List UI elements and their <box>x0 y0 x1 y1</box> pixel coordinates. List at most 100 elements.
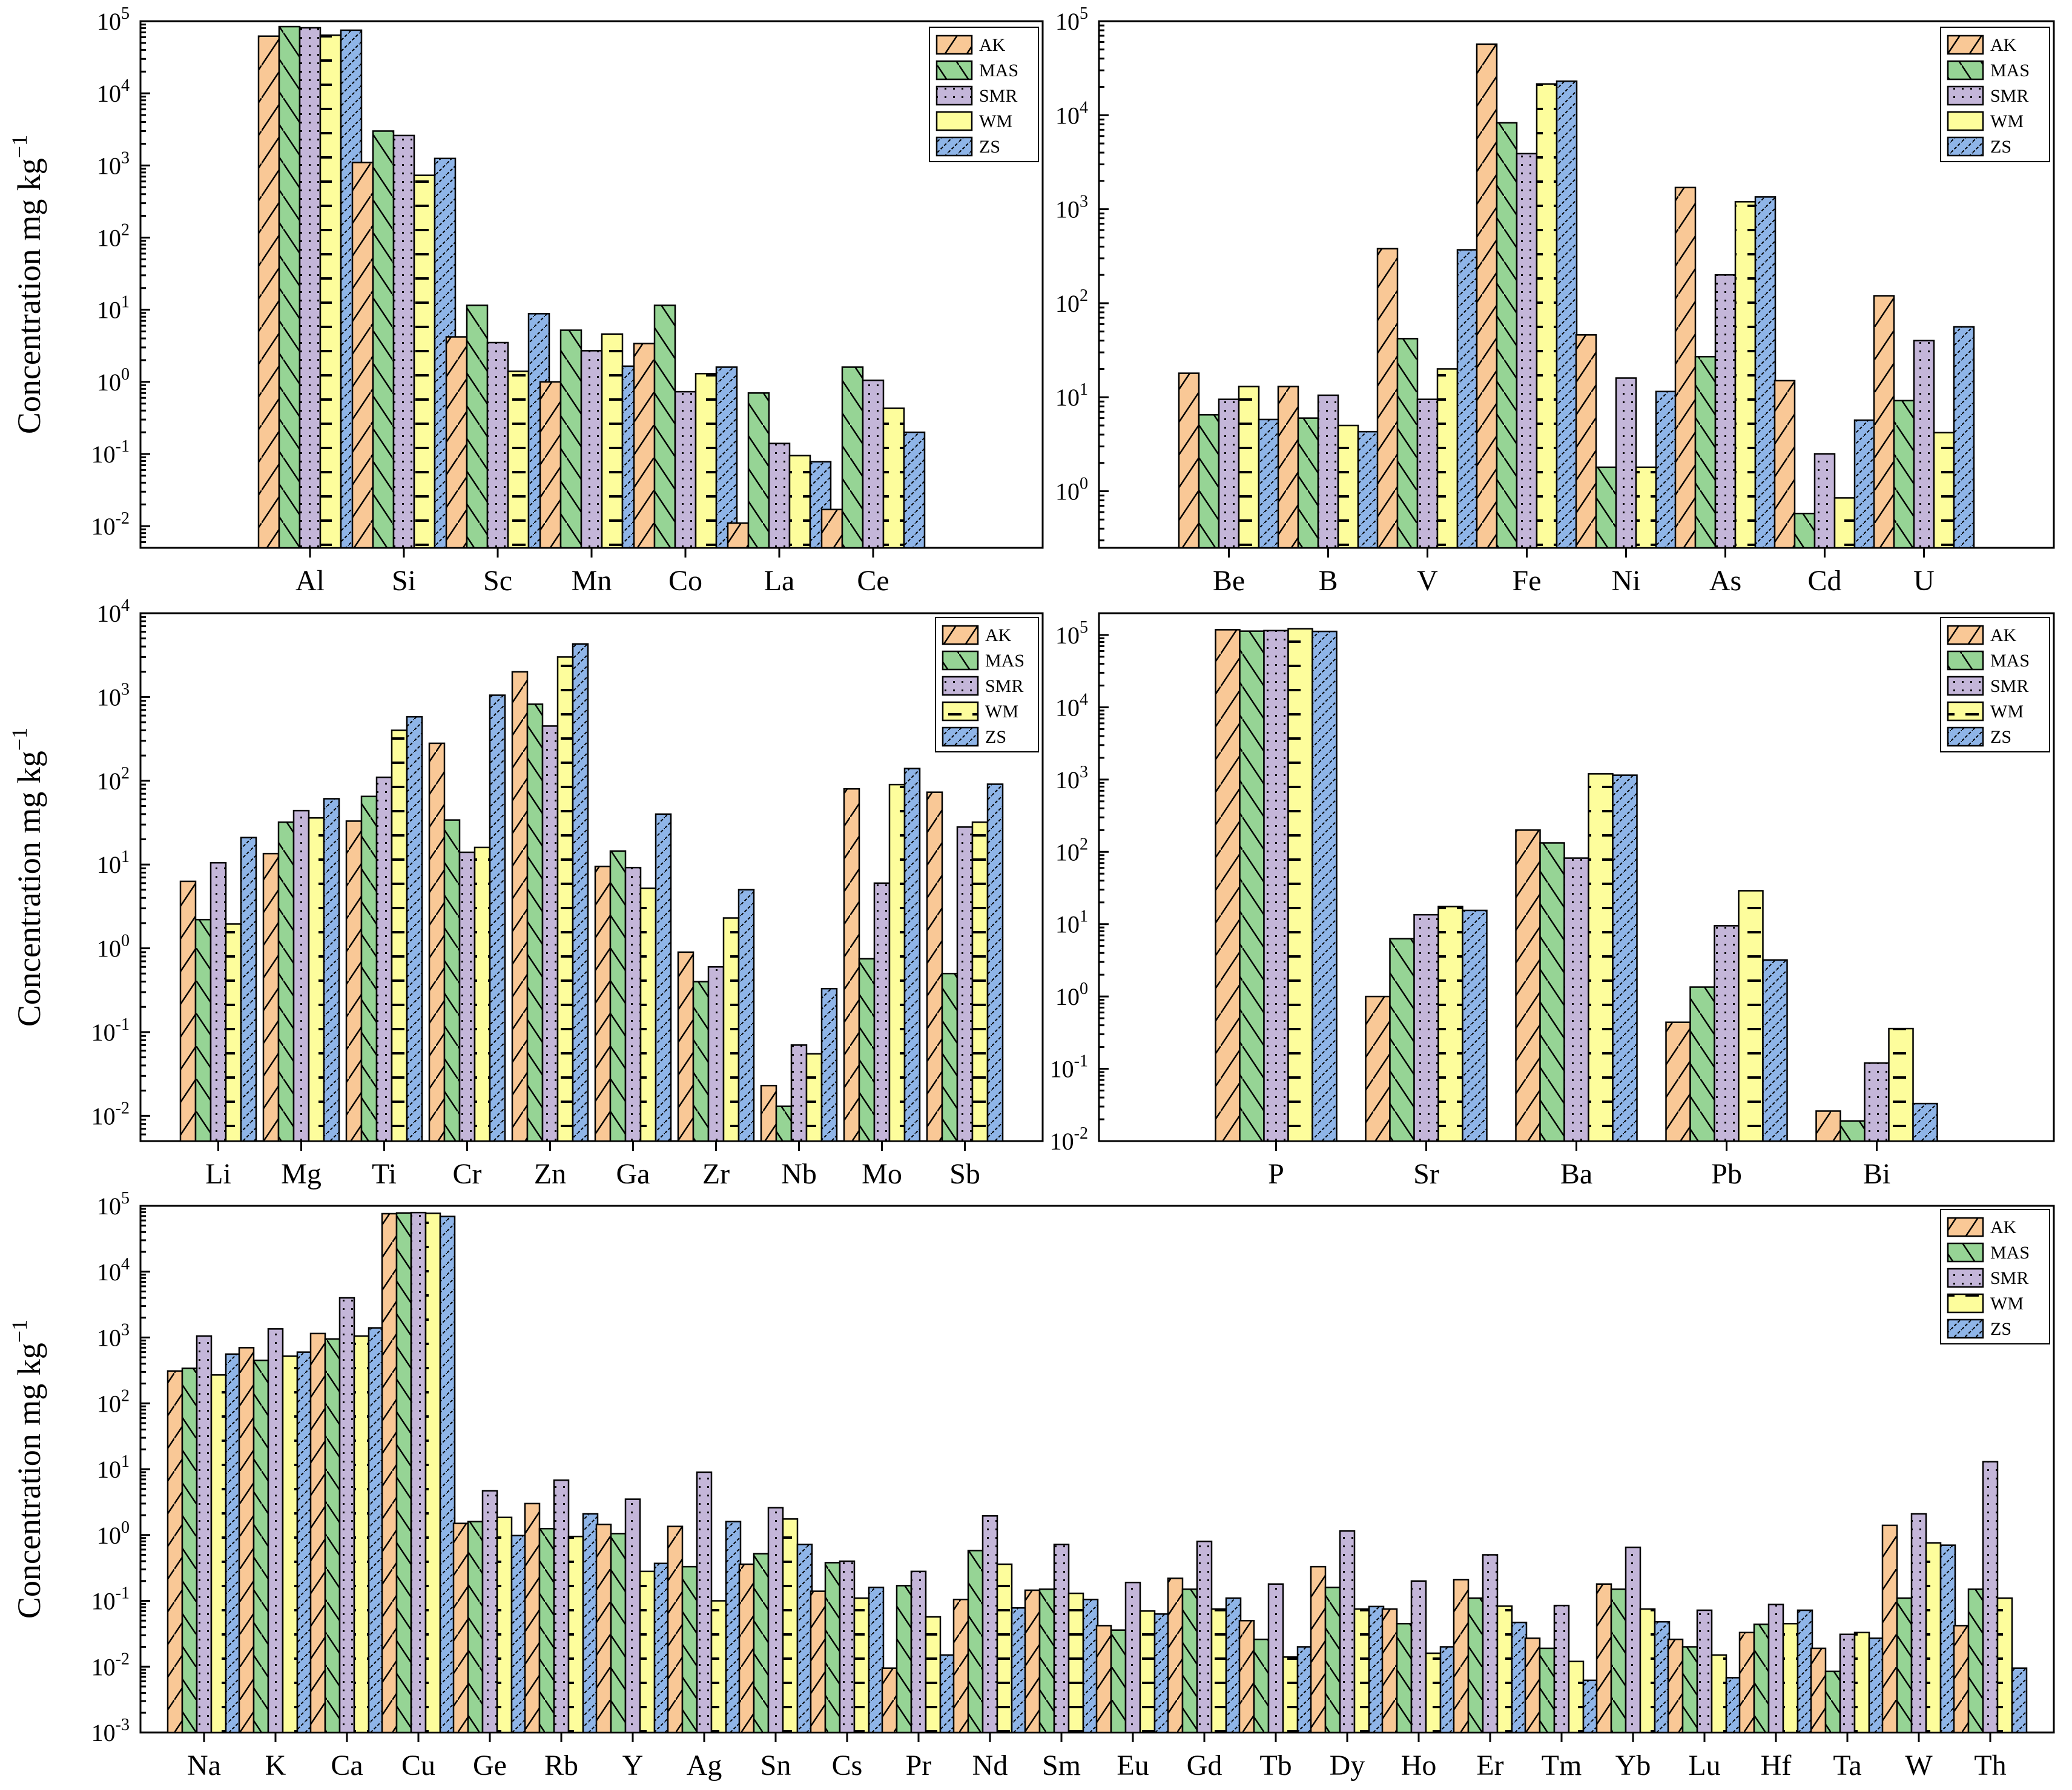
bar-th-wm <box>1996 1597 2013 1734</box>
y-tick-label: 10-1 <box>1050 1052 1088 1083</box>
bar-yb-mas <box>1610 1588 1627 1734</box>
x-tick-label: Pr <box>906 1749 932 1782</box>
bar-ca-zs <box>368 1327 384 1734</box>
legend-swatch-wm <box>1947 1293 1984 1314</box>
legend-swatch-smr <box>942 676 979 696</box>
y-tick-label: 101 <box>97 293 130 324</box>
bar-nb-ak <box>760 1085 777 1142</box>
y-tick-label: 102 <box>97 1386 130 1417</box>
bar-ti-mas <box>360 795 378 1142</box>
bar-v-wm <box>1436 368 1459 549</box>
legend-swatch-mas <box>1947 650 1984 671</box>
bar-gd-wm <box>1210 1608 1227 1734</box>
legend-label-mas: MAS <box>1990 61 2030 81</box>
bar-cu-wm <box>424 1213 441 1734</box>
bar-k-mas <box>252 1359 269 1734</box>
bar-y-ak <box>595 1523 612 1734</box>
x-tick-label: Zn <box>534 1158 566 1190</box>
legend-swatch-smr <box>1947 1268 1984 1288</box>
bar-lu-mas <box>1681 1646 1698 1734</box>
x-tick-label: Nb <box>781 1158 817 1190</box>
panel-metals-4: 10-2 10-1 100 101 102 103 104 105 P Sr Ba Pb Bi AK MAS… <box>1050 612 2055 1190</box>
bar-cr-ak <box>428 742 446 1142</box>
x-tick-label: Y <box>622 1749 644 1782</box>
legend-label-smr: SMR <box>1990 1268 2028 1288</box>
bar-cd-smr <box>1813 453 1836 549</box>
x-tick-label: Li <box>205 1158 231 1190</box>
bar-ga-wm <box>639 887 657 1142</box>
x-tick-label: Be <box>1213 565 1245 597</box>
y-tick-label: 102 <box>1055 286 1088 317</box>
bar-rb-wm <box>567 1535 584 1734</box>
legend-swatch-wm <box>1947 111 1984 131</box>
bar-lu-zs <box>1725 1677 1742 1734</box>
bar-cu-smr <box>410 1211 427 1734</box>
bar-nb-mas <box>775 1105 793 1142</box>
bar-tb-wm <box>1282 1656 1299 1734</box>
x-tick-label: Eu <box>1117 1749 1149 1782</box>
legend-label-smr: SMR <box>979 86 1017 106</box>
bar-cs-ak <box>810 1590 826 1734</box>
bar-k-ak <box>238 1347 255 1734</box>
bar-na-wm <box>210 1374 227 1734</box>
bar-ba-smr <box>1563 857 1589 1142</box>
bar-th-mas <box>1967 1588 1984 1734</box>
bar-nd-smr <box>982 1515 998 1734</box>
legend-label-wm: WM <box>1990 1294 2024 1314</box>
bar-sb-wm <box>971 821 989 1142</box>
bar-u-zs <box>1953 326 1975 549</box>
bar-sc-mas <box>466 304 489 549</box>
y-tick-label: 105 <box>97 1189 130 1220</box>
bar-as-mas <box>1694 355 1717 549</box>
bar-sc-smr <box>486 341 509 549</box>
bar-mo-zs <box>903 768 921 1142</box>
bar-na-mas <box>181 1367 198 1734</box>
bar-as-zs <box>1754 196 1777 549</box>
bar-ag-mas <box>681 1565 698 1734</box>
x-tick-label: Tb <box>1259 1749 1292 1782</box>
bar-cr-wm <box>473 846 491 1142</box>
legend-swatch-mas <box>942 650 979 671</box>
bar-eu-smr <box>1124 1581 1141 1734</box>
bar-ce-zs <box>903 431 926 549</box>
bar-u-wm <box>1933 432 1955 549</box>
x-tick-label: Ba <box>1560 1158 1592 1190</box>
bar-cd-ak <box>1773 380 1796 549</box>
legend-swatch-mas <box>935 60 973 81</box>
y-tick-label: 100 <box>97 365 130 396</box>
bar-nb-smr <box>790 1044 808 1142</box>
x-tick-label: Ni <box>1612 565 1641 597</box>
bar-sb-smr <box>956 826 974 1142</box>
x-tick-label: P <box>1268 1158 1284 1190</box>
bar-sr-ak <box>1365 995 1391 1142</box>
bar-mn-ak <box>539 381 562 549</box>
y-tick-label: 102 <box>97 764 130 795</box>
bar-sr-smr <box>1413 913 1439 1142</box>
bar-ho-zs <box>1439 1646 1456 1734</box>
bar-fe-ak <box>1476 43 1498 549</box>
x-tick-label: Lu <box>1688 1749 1720 1782</box>
bar-ho-wm <box>1425 1652 1442 1734</box>
legend-label-zs: ZS <box>979 137 1000 157</box>
legend-label-zs: ZS <box>1990 727 2011 747</box>
bar-cs-mas <box>824 1562 841 1734</box>
bar-zn-wm <box>556 656 574 1142</box>
bar-cd-wm <box>1833 497 1856 549</box>
y-axis-label: Concentration mg kg−1 <box>7 135 47 434</box>
bar-eu-wm <box>1139 1610 1156 1734</box>
bar-ni-wm <box>1635 466 1657 549</box>
bar-rb-mas <box>538 1527 555 1734</box>
bar-ag-smr <box>696 1471 713 1734</box>
bar-yb-smr <box>1625 1546 1641 1734</box>
x-tick-label: Pb <box>1711 1158 1742 1190</box>
bar-zr-wm <box>722 917 740 1142</box>
x-tick-label: La <box>764 565 795 597</box>
bar-b-mas <box>1297 417 1319 549</box>
legend-swatch-wm <box>942 701 979 722</box>
bar-si-smr <box>392 134 415 549</box>
bar-v-mas <box>1396 338 1419 549</box>
bar-co-mas <box>653 304 676 549</box>
bar-zn-zs <box>572 643 589 1142</box>
bar-u-ak <box>1873 295 1895 549</box>
